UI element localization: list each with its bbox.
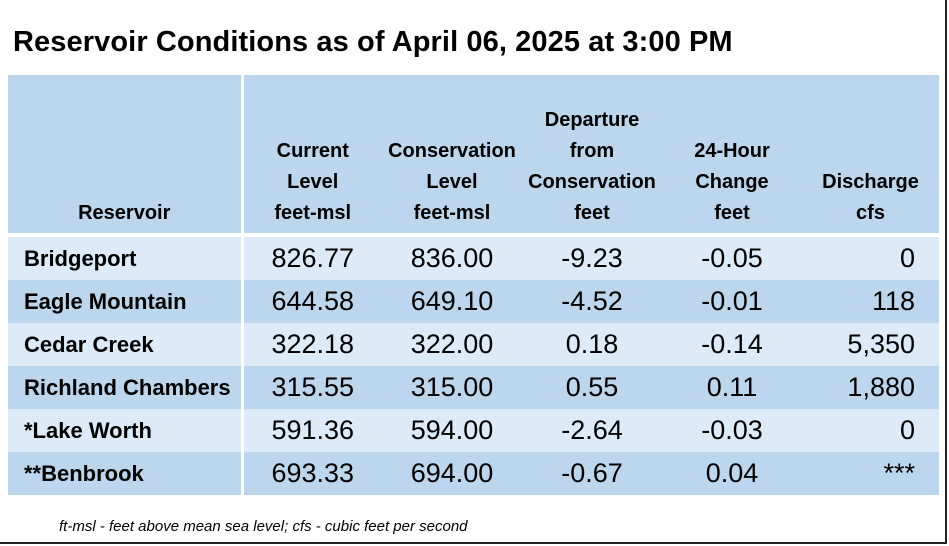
reservoir-table: Reservoir Current Level feet-msl Conserv… (8, 75, 939, 495)
current-level: 315.55 (242, 366, 382, 409)
departure-value: -4.52 (522, 280, 662, 323)
discharge-value: 1,880 (802, 366, 939, 409)
discharge-value: 0 (802, 235, 939, 280)
change-value: 0.04 (662, 452, 802, 495)
change-value: -0.05 (662, 235, 802, 280)
current-level: 591.36 (242, 409, 382, 452)
header-24-hour-change: 24-Hour Change feet (662, 75, 802, 237)
reservoir-name: Eagle Mountain (8, 280, 244, 323)
conservation-level: 322.00 (382, 323, 522, 366)
departure-value: -2.64 (522, 409, 662, 452)
departure-value: -9.23 (522, 235, 662, 280)
header-discharge: Discharge cfs (802, 75, 939, 237)
reservoir-name: Cedar Creek (8, 323, 244, 366)
page-title: Reservoir Conditions as of April 06, 202… (13, 26, 733, 58)
footnote: ft-msl - feet above mean sea level; cfs … (59, 518, 468, 535)
reservoir-name: Bridgeport (8, 235, 244, 280)
conservation-level: 594.00 (382, 409, 522, 452)
table-header-row: Reservoir Current Level feet-msl Conserv… (8, 75, 939, 237)
conservation-level: 315.00 (382, 366, 522, 409)
table-row: Richland Chambers 315.55 315.00 0.55 0.1… (8, 366, 939, 409)
change-value: 0.11 (662, 366, 802, 409)
discharge-value: *** (802, 452, 939, 495)
change-value: -0.14 (662, 323, 802, 366)
current-level: 693.33 (242, 452, 382, 495)
header-departure: Departure from Conservation feet (522, 75, 662, 237)
current-level: 826.77 (242, 235, 382, 280)
departure-value: -0.67 (522, 452, 662, 495)
table-row: Cedar Creek 322.18 322.00 0.18 -0.14 5,3… (8, 323, 939, 366)
departure-value: 0.18 (522, 323, 662, 366)
reservoir-name: Richland Chambers (8, 366, 244, 409)
table-row: **Benbrook 693.33 694.00 -0.67 0.04 *** (8, 452, 939, 495)
header-current-level: Current Level feet-msl (242, 75, 382, 237)
conservation-level: 649.10 (382, 280, 522, 323)
discharge-value: 5,350 (802, 323, 939, 366)
reservoir-name: *Lake Worth (8, 409, 244, 452)
change-value: -0.03 (662, 409, 802, 452)
discharge-value: 0 (802, 409, 939, 452)
discharge-value: 118 (802, 280, 939, 323)
change-value: -0.01 (662, 280, 802, 323)
departure-value: 0.55 (522, 366, 662, 409)
table-row: *Lake Worth 591.36 594.00 -2.64 -0.03 0 (8, 409, 939, 452)
conservation-level: 694.00 (382, 452, 522, 495)
header-conservation-level: Conservation Level feet-msl (382, 75, 522, 237)
table-row: Eagle Mountain 644.58 649.10 -4.52 -0.01… (8, 280, 939, 323)
conservation-level: 836.00 (382, 235, 522, 280)
reservoir-name: **Benbrook (8, 452, 244, 495)
current-level: 644.58 (242, 280, 382, 323)
table-row: Bridgeport 826.77 836.00 -9.23 -0.05 0 (8, 235, 939, 280)
current-level: 322.18 (242, 323, 382, 366)
header-reservoir: Reservoir (8, 75, 244, 237)
